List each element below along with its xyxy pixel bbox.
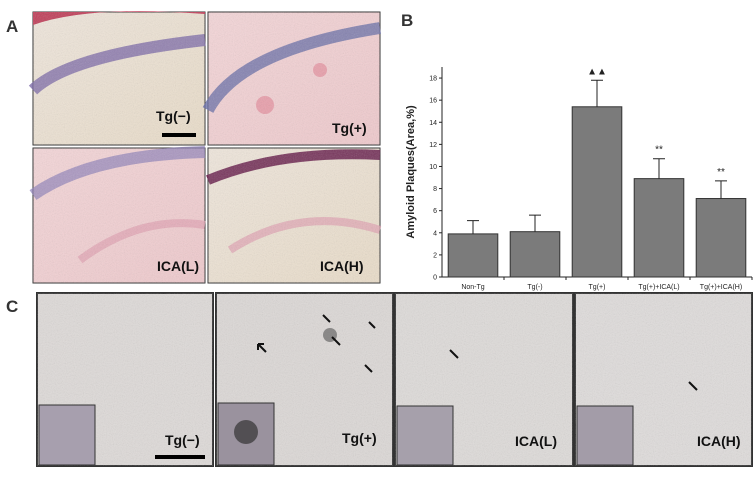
x-tick-label: Tg(+)+ICA(H) [700,284,742,291]
y-tick-label: 6 [433,208,437,215]
x-tick-label: Tg(+) [589,284,606,291]
panel-label: C [6,297,18,316]
panel-label: B [401,11,413,30]
image-label: Tg(−) [156,108,191,124]
histology-image: ICA(L) [394,292,574,467]
y-tick-label: 2 [433,252,437,259]
histology-image: Tg(+) [202,11,381,146]
image-label: Tg(−) [165,432,200,448]
y-tick-label: 12 [429,142,437,149]
error-bar [467,220,479,234]
error-bar [653,158,665,179]
y-tick-label: 18 [429,76,437,83]
y-axis-label: Amyloid Plaques(Area,%) [405,105,417,239]
y-tick-label: 16 [429,98,437,105]
histology-image: ICA(H) [206,147,382,284]
y-tick-label: 10 [429,164,437,171]
bar [509,231,561,278]
bar [633,178,685,278]
x-tick-label: Tg(-) [527,284,542,291]
image-label: Tg(+) [332,120,367,136]
histology-image: Tg(−) [36,292,214,467]
bar [447,233,499,278]
histology-image: ICA(H) [574,292,753,467]
significance-marker: ** [717,167,725,178]
y-tick-label: 8 [433,186,437,193]
histology-image: ICA(L) [29,146,206,284]
histology-image: Tg(+) [215,292,394,467]
y-tick-label: 0 [433,275,437,282]
image-label: Tg(+) [342,430,377,446]
histology-image: Tg(−) [28,11,206,146]
x-tick-label: Tg(+)+ICA(L) [638,284,679,291]
image-label: ICA(H) [697,433,741,449]
image-label: ICA(L) [157,258,199,274]
panel-label: A [6,17,18,36]
image-label: ICA(H) [320,258,364,274]
bar [695,198,747,278]
image-label: ICA(L) [515,433,557,449]
significance-marker: ** [655,145,663,156]
bar [571,106,623,278]
error-bar [715,180,727,199]
y-tick-label: 14 [429,120,437,127]
error-bar [591,79,603,107]
x-tick-label: Non-Tg [461,284,484,291]
significance-marker: ▲▲ [587,66,607,77]
error-bar [529,214,541,232]
y-tick-label: 4 [433,230,437,237]
bar-chart: Amyloid Plaques(Area,%) 0 2 4 6 8 10 12 14 16 18 No… [405,66,753,291]
